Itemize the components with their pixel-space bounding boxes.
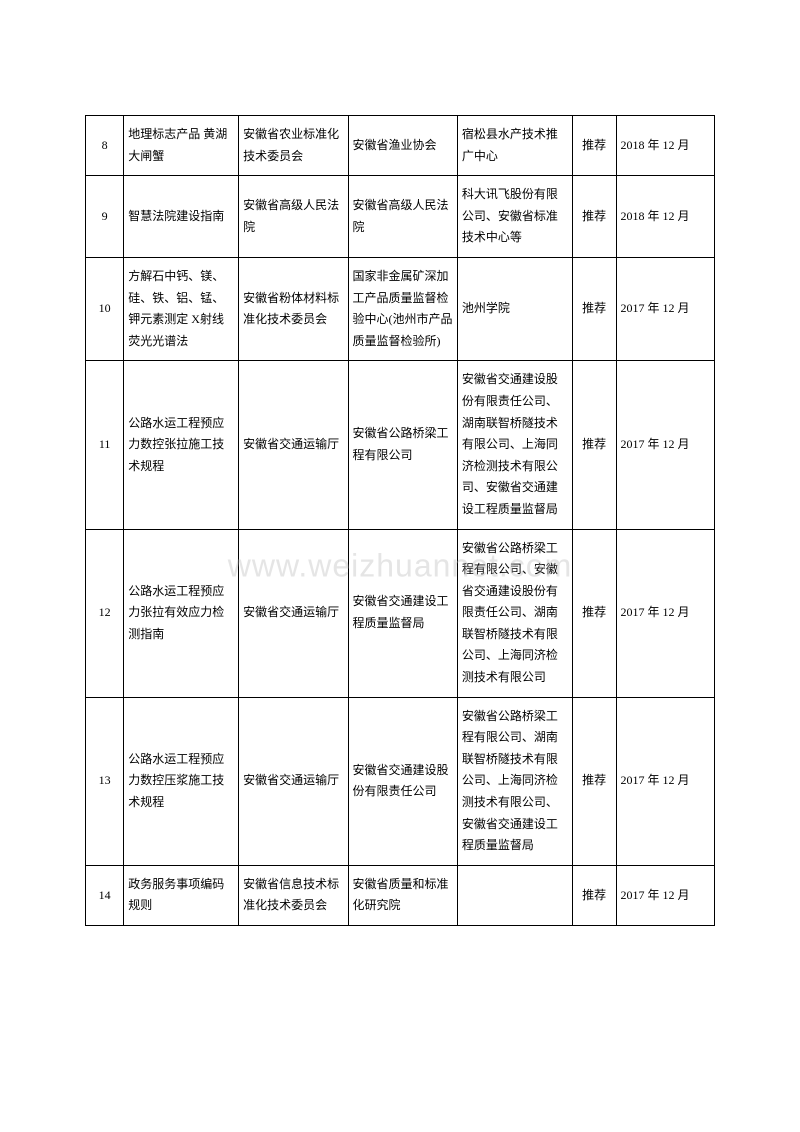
table-row: 10 方解石中钙、镁、硅、铁、铝、锰、钾元素测定 X射线荧光光谱法 安徽省粉体材… [86, 257, 715, 360]
cell-date: 2017 年 12 月 [616, 257, 714, 360]
cell-org1: 安徽省高级人民法院 [239, 176, 348, 258]
table-row: 14 政务服务事项编码规则 安徽省信息技术标准化技术委员会 安徽省质量和标准化研… [86, 865, 715, 925]
cell-date: 2018 年 12 月 [616, 176, 714, 258]
cell-title: 地理标志产品 黄湖大闸蟹 [124, 116, 239, 176]
cell-org3: 宿松县水产技术推广中心 [457, 116, 572, 176]
cell-org2: 安徽省交通建设股份有限责任公司 [348, 697, 457, 865]
cell-title: 公路水运工程预应力数控张拉施工技术规程 [124, 361, 239, 529]
cell-title: 方解石中钙、镁、硅、铁、铝、锰、钾元素测定 X射线荧光光谱法 [124, 257, 239, 360]
cell-date: 2017 年 12 月 [616, 361, 714, 529]
cell-num: 8 [86, 116, 124, 176]
cell-type: 推荐 [572, 257, 616, 360]
cell-title: 公路水运工程预应力数控压浆施工技术规程 [124, 697, 239, 865]
table-row: 9 智慧法院建设指南 安徽省高级人民法院 安徽省高级人民法院 科大讯飞股份有限公… [86, 176, 715, 258]
cell-num: 13 [86, 697, 124, 865]
cell-num: 14 [86, 865, 124, 925]
cell-org3: 池州学院 [457, 257, 572, 360]
cell-type: 推荐 [572, 697, 616, 865]
cell-type: 推荐 [572, 361, 616, 529]
cell-org3: 科大讯飞股份有限公司、安徽省标准技术中心等 [457, 176, 572, 258]
cell-org3: 安徽省公路桥梁工程有限公司、安徽省交通建设股份有限责任公司、湖南联智桥隧技术有限… [457, 529, 572, 697]
cell-type: 推荐 [572, 176, 616, 258]
cell-org2: 安徽省交通建设工程质量监督局 [348, 529, 457, 697]
table-row: 11 公路水运工程预应力数控张拉施工技术规程 安徽省交通运输厅 安徽省公路桥梁工… [86, 361, 715, 529]
cell-org2: 安徽省质量和标准化研究院 [348, 865, 457, 925]
cell-org2: 安徽省公路桥梁工程有限公司 [348, 361, 457, 529]
table-body: 8 地理标志产品 黄湖大闸蟹 安徽省农业标准化技术委员会 安徽省渔业协会 宿松县… [86, 116, 715, 926]
cell-org2: 安徽省高级人民法院 [348, 176, 457, 258]
cell-date: 2017 年 12 月 [616, 697, 714, 865]
cell-num: 9 [86, 176, 124, 258]
table-row: 8 地理标志产品 黄湖大闸蟹 安徽省农业标准化技术委员会 安徽省渔业协会 宿松县… [86, 116, 715, 176]
cell-org2: 国家非金属矿深加工产品质量监督检验中心(池州市产品质量监督检验所) [348, 257, 457, 360]
cell-type: 推荐 [572, 116, 616, 176]
cell-org3: 安徽省公路桥梁工程有限公司、湖南联智桥隧技术有限公司、上海同济检测技术有限公司、… [457, 697, 572, 865]
cell-type: 推荐 [572, 865, 616, 925]
cell-title: 公路水运工程预应力张拉有效应力检测指南 [124, 529, 239, 697]
cell-org1: 安徽省粉体材料标准化技术委员会 [239, 257, 348, 360]
table-row: 12 公路水运工程预应力张拉有效应力检测指南 安徽省交通运输厅 安徽省交通建设工… [86, 529, 715, 697]
cell-date: 2017 年 12 月 [616, 865, 714, 925]
cell-type: 推荐 [572, 529, 616, 697]
cell-num: 12 [86, 529, 124, 697]
cell-org3: 安徽省交通建设股份有限责任公司、湖南联智桥隧技术有限公司、上海同济检测技术有限公… [457, 361, 572, 529]
cell-org1: 安徽省交通运输厅 [239, 361, 348, 529]
cell-title: 政务服务事项编码规则 [124, 865, 239, 925]
cell-date: 2017 年 12 月 [616, 529, 714, 697]
cell-org1: 安徽省信息技术标准化技术委员会 [239, 865, 348, 925]
standards-table: 8 地理标志产品 黄湖大闸蟹 安徽省农业标准化技术委员会 安徽省渔业协会 宿松县… [85, 115, 715, 926]
cell-org3 [457, 865, 572, 925]
cell-num: 10 [86, 257, 124, 360]
cell-org1: 安徽省交通运输厅 [239, 529, 348, 697]
cell-org1: 安徽省农业标准化技术委员会 [239, 116, 348, 176]
cell-date: 2018 年 12 月 [616, 116, 714, 176]
cell-org1: 安徽省交通运输厅 [239, 697, 348, 865]
cell-num: 11 [86, 361, 124, 529]
cell-org2: 安徽省渔业协会 [348, 116, 457, 176]
table-row: 13 公路水运工程预应力数控压浆施工技术规程 安徽省交通运输厅 安徽省交通建设股… [86, 697, 715, 865]
cell-title: 智慧法院建设指南 [124, 176, 239, 258]
